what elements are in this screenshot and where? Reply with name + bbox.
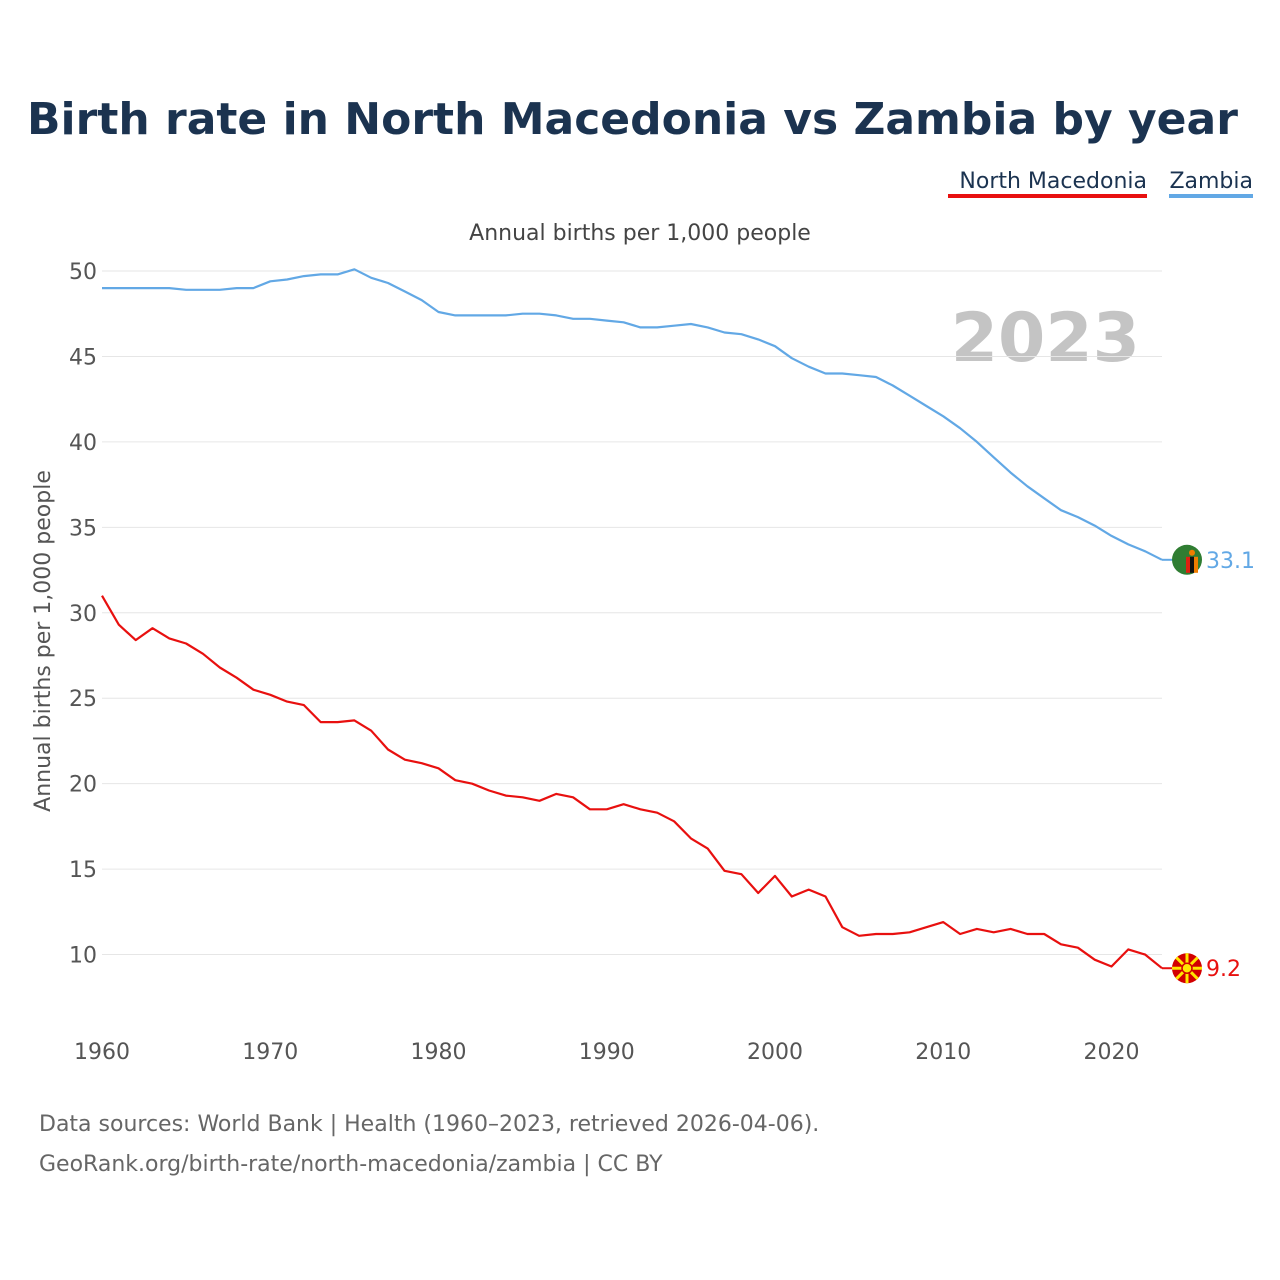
legend: North Macedonia Zambia bbox=[948, 169, 1253, 198]
y-tick-label: 30 bbox=[69, 602, 97, 627]
y-axis-label: Annual births per 1,000 people bbox=[31, 470, 56, 812]
y-tick-label: 20 bbox=[69, 773, 97, 798]
x-tick-label: 1990 bbox=[579, 1040, 635, 1065]
y-tick-label: 40 bbox=[69, 431, 97, 456]
end-value-label-zambia: 33.1 bbox=[1206, 549, 1255, 574]
legend-item-zambia[interactable]: Zambia bbox=[1169, 169, 1253, 194]
x-tick-label: 2010 bbox=[915, 1040, 971, 1065]
north-macedonia-flag-icon bbox=[1172, 953, 1202, 984]
x-tick-label: 1960 bbox=[74, 1040, 130, 1065]
legend-item-north-macedonia[interactable]: North Macedonia bbox=[959, 169, 1147, 194]
year-watermark: 2023 bbox=[951, 299, 1140, 378]
footer-source: Data sources: World Bank | Health (1960–… bbox=[39, 1112, 819, 1137]
y-tick-label: 15 bbox=[69, 858, 97, 883]
plot-area: 9.2 33.1 bbox=[101, 268, 1255, 984]
chart-subtitle: Annual births per 1,000 people bbox=[469, 221, 811, 246]
chart-title: Birth rate in North Macedonia vs Zambia … bbox=[27, 94, 1238, 145]
x-tick-label: 2020 bbox=[1084, 1040, 1140, 1065]
y-tick-label: 45 bbox=[69, 345, 97, 370]
y-tick-label: 35 bbox=[69, 516, 97, 541]
y-axis-ticks: 10 15 20 25 30 35 40 45 50 bbox=[69, 260, 97, 969]
footer-url: GeoRank.org/birth-rate/north-macedonia/z… bbox=[39, 1152, 663, 1177]
y-tick-label: 50 bbox=[69, 260, 97, 285]
zambia-flag-icon bbox=[1172, 544, 1202, 575]
legend-swatch-zambia bbox=[1169, 194, 1253, 198]
series-line-north-macedonia[interactable] bbox=[101, 595, 1163, 970]
x-tick-label: 1980 bbox=[411, 1040, 467, 1065]
x-axis-ticks: 1960 1970 1980 1990 2000 2010 2020 bbox=[74, 1040, 1140, 1065]
series-line-zambia[interactable] bbox=[102, 268, 1163, 561]
legend-swatch-north-macedonia bbox=[948, 194, 1147, 198]
x-tick-label: 2000 bbox=[747, 1040, 803, 1065]
x-tick-label: 1970 bbox=[242, 1040, 298, 1065]
y-tick-label: 10 bbox=[69, 944, 97, 969]
y-tick-label: 25 bbox=[69, 687, 97, 712]
end-value-label-north-macedonia: 9.2 bbox=[1206, 957, 1241, 982]
